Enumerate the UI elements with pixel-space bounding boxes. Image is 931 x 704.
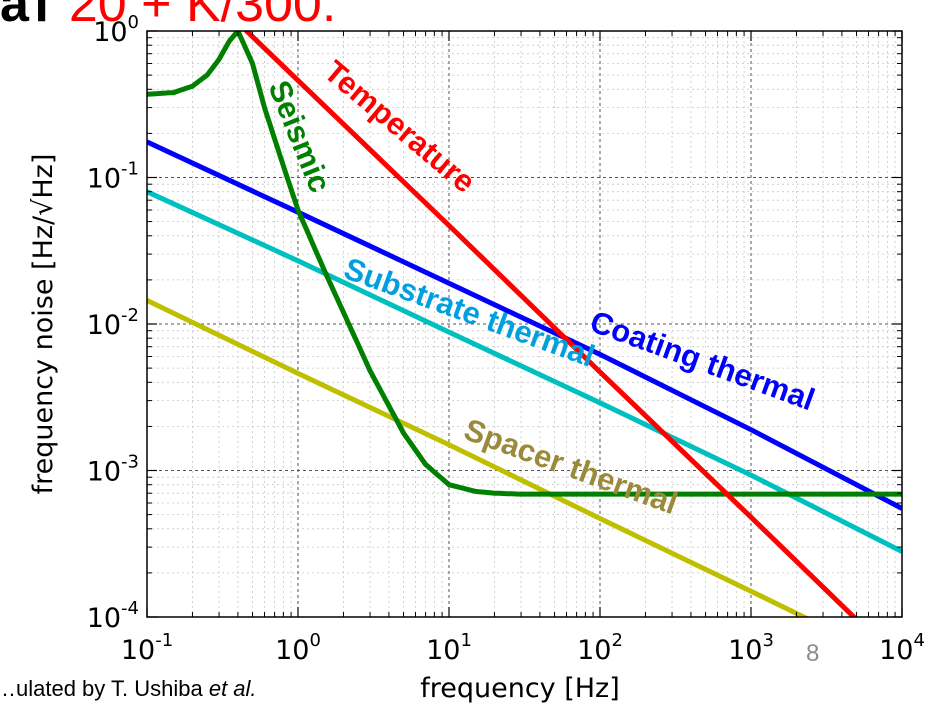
x-tick-exponent: 2: [611, 630, 622, 651]
series-line-substrate-thermal: [147, 189, 902, 554]
x-tick-base: 10: [879, 635, 913, 666]
x-tick-base: 10: [275, 635, 309, 666]
y-tick-exponent: -4: [121, 598, 139, 619]
y-tick-label: 10-2: [87, 305, 139, 341]
series-line-spacer-thermal: [147, 298, 810, 617]
y-tick-base: 10: [93, 17, 127, 48]
tick-marks: [146, 30, 903, 618]
x-tick-labels: 10-1 100 101 102 103 104: [121, 630, 925, 666]
y-tick-label: 10-3: [87, 452, 139, 488]
x-tick-exponent: 4: [913, 630, 924, 651]
x-axis-label: frequency [Hz]: [420, 673, 620, 704]
y-tick-label: 100: [93, 12, 139, 48]
x-tick-label: 101: [426, 630, 472, 666]
x-tick-base: 10: [426, 635, 460, 666]
y-tick-base: 10: [87, 164, 121, 195]
slide-title-prefix: ат: [0, 0, 69, 33]
credit-text: …ulated by T. Ushiba et al.: [0, 676, 257, 702]
y-tick-label: 10-1: [87, 159, 139, 195]
x-tick-label: 10-1: [121, 630, 173, 666]
series-line-coating-thermal: [147, 139, 902, 511]
y-tick-exponent: -2: [121, 305, 139, 326]
x-tick-base: 10: [577, 635, 611, 666]
x-tick-label: 104: [879, 630, 925, 666]
x-tick-label: 102: [577, 630, 623, 666]
x-tick-exponent: 3: [762, 630, 773, 651]
x-tick-base: 10: [121, 635, 155, 666]
y-tick-base: 10: [87, 310, 121, 341]
x-tick-exponent: 1: [460, 630, 471, 651]
x-tick-label: 103: [728, 630, 774, 666]
slide-title-highlight: 20 + K/300.: [68, 0, 337, 33]
y-axis-label: frequency noise [Hz/√Hz]: [28, 154, 59, 495]
x-tick-exponent: -1: [155, 630, 173, 651]
x-tick-exponent: 0: [309, 630, 320, 651]
series-label-substrate: Substrate thermal: [340, 251, 600, 374]
page-number: 8: [806, 640, 820, 667]
series-layer: [147, 31, 902, 617]
x-tick-label: 100: [275, 630, 321, 666]
y-tick-base: 10: [87, 457, 121, 488]
series-line-seismic: [147, 31, 902, 497]
x-tick-base: 10: [728, 635, 762, 666]
credit-emphasis: et al.: [208, 676, 257, 701]
y-tick-exponent: -3: [121, 452, 139, 473]
credit-main: …ulated by T. Ushiba: [0, 676, 209, 701]
y-tick-exponent: 0: [128, 12, 139, 33]
slide-title: ат 20 + K/300.: [0, 0, 931, 34]
series-line-temperature: [242, 31, 858, 617]
y-tick-base: 10: [87, 603, 121, 634]
y-tick-exponent: -1: [121, 159, 139, 180]
y-tick-label: 10-4: [87, 598, 139, 634]
